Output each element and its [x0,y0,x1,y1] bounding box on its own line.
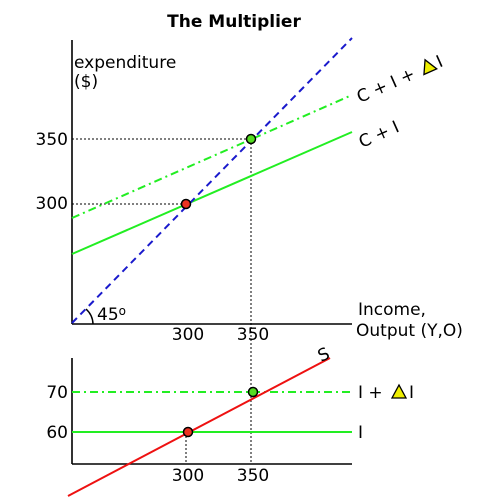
series-line-45-degree [71,37,353,324]
series-label-c-plus-i-plus-text: C + I + [354,64,418,107]
y-axis-unit: ($) [74,72,98,92]
svg-text:C + I: C + I [356,117,402,152]
series-label-i-plus-text: I + [358,383,383,403]
y-tick-label-300: 300 [36,194,68,214]
series-line-c-plus-i [71,131,353,255]
y-tick-label-350: 350 [36,130,68,150]
y-tick-label-60: 60 [46,423,68,443]
x-axis-label-line1: Income, [358,300,426,320]
equilibrium-point-70 [247,386,259,398]
equilibrium-point-60 [182,426,194,438]
equilibrium-point-300 [180,198,192,210]
top-panel: expenditure ($) Income, Output (Y,O) 300… [36,37,463,394]
bottom-panel: 60 70 300 350 I I + I S [46,344,414,497]
series-label-c-plus-i-plus-delta-i: C + I + I [354,52,446,108]
series-line-s [67,357,331,497]
series-label-i-delta-suffix: I [409,383,414,403]
angle-label: 45o [97,304,126,325]
delta-triangle-icon [423,58,438,76]
y-tick-label-70: 70 [46,383,68,403]
x-tick-label-300-bottom: 300 [172,466,204,486]
svg-text:S: S [315,344,333,367]
equilibrium-point-350 [245,133,257,145]
angle-arc [85,308,94,325]
x-tick-label-350: 350 [237,325,269,345]
y-axis-label: expenditure [74,53,176,73]
x-axis-label-line2: Output (Y,O) [356,321,463,341]
series-line-c-plus-i-plus-delta-i [71,94,353,219]
series-label-s: S [315,344,333,367]
series-label-c-plus-i: C + I [356,117,402,152]
series-label-i: I [358,423,363,443]
x-tick-label-350-bottom: 350 [237,466,269,486]
delta-triangle-icon-bottom [390,383,408,399]
x-tick-label-300: 300 [172,325,204,345]
chart-title: The Multiplier [167,12,301,32]
